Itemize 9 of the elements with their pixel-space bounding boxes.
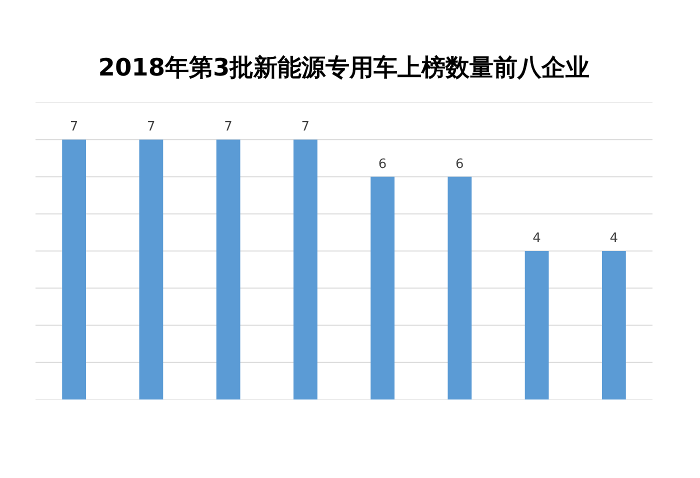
data-label: 6: [378, 156, 387, 172]
data-label: 4: [532, 231, 541, 246]
chart-title: 2018年第3批新能源专用车上榜数量前八企业: [98, 54, 590, 82]
data-label: 7: [147, 120, 156, 135]
data-label: 4: [610, 231, 618, 246]
data-label: 7: [224, 120, 232, 135]
data-label: 7: [70, 120, 78, 135]
data-label: 6: [456, 156, 464, 172]
data-label: 7: [301, 120, 310, 135]
